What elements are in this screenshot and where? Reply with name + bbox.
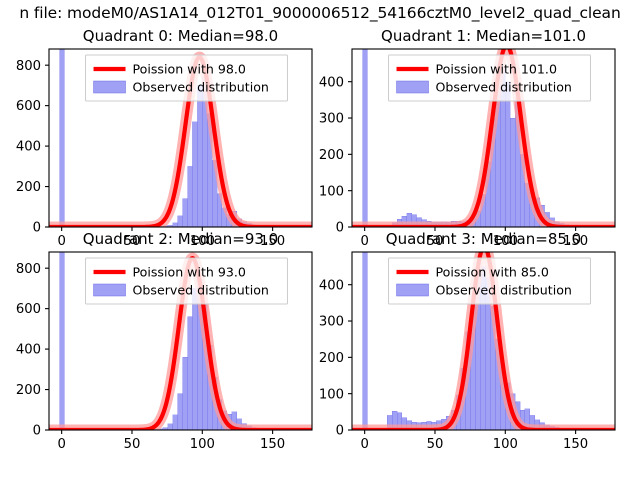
figure-suptitle: n file: modeM0/AS1A14_012T01_9000006512_… (19, 4, 620, 22)
subplot-title-quadrant-0: Quadrant 0: Median=98.0 (83, 27, 278, 45)
y-tick-label-quadrant-1: 100 (319, 184, 344, 199)
y-tick-label-quadrant-3: 300 (319, 315, 344, 330)
x-tick-label-quadrant-0: 0 (57, 234, 65, 249)
subplot-title-quadrant-1: Quadrant 1: Median=101.0 (381, 27, 586, 45)
subplot-title-quadrant-2: Quadrant 2: Median=93.0 (83, 230, 278, 248)
matplotlib-figure: n file: modeM0/AS1A14_012T01_9000006512_… (0, 0, 640, 480)
y-tick-label-quadrant-0: 400 (16, 140, 41, 155)
y-tick-label-quadrant-2: 600 (16, 302, 41, 317)
legend-swatch-observed-quadrant-3 (397, 284, 429, 296)
legend-quadrant-0: Poission with 98.0 Observed distribution (86, 55, 288, 101)
y-tick-label-quadrant-3: 0 (336, 424, 344, 439)
legend-label-observed-quadrant-2: Observed distribution (133, 283, 269, 298)
legend-swatch-observed-quadrant-0 (94, 81, 126, 93)
y-tick-label-quadrant-0: 600 (16, 99, 41, 114)
x-tick-label-quadrant-2: 50 (124, 437, 141, 452)
legend-label-observed-quadrant-3: Observed distribution (436, 283, 572, 298)
y-tick-label-quadrant-3: 400 (319, 278, 344, 293)
x-tick-label-quadrant-3: 150 (563, 437, 588, 452)
legend-label-observed-quadrant-0: Observed distribution (133, 80, 269, 95)
legend-quadrant-1: Poission with 101.0 Observed distribution (389, 55, 591, 101)
y-tick-label-quadrant-1: 200 (319, 148, 344, 163)
y-tick-label-quadrant-1: 400 (319, 75, 344, 90)
subplot-title-quadrant-3: Quadrant 3: Median=85.0 (386, 230, 581, 248)
legend-label-poisson-quadrant-2: Poission with 93.0 (133, 265, 246, 280)
x-tick-label-quadrant-2: 100 (190, 437, 215, 452)
legend-quadrant-2: Poission with 93.0 Observed distribution (86, 258, 288, 304)
legend-quadrant-3: Poission with 85.0 Observed distribution (389, 258, 591, 304)
y-tick-label-quadrant-2: 800 (16, 262, 41, 277)
y-tick-label-quadrant-2: 0 (33, 424, 41, 439)
legend-label-observed-quadrant-1: Observed distribution (436, 80, 572, 95)
y-tick-label-quadrant-1: 0 (336, 221, 344, 236)
legend-label-poisson-quadrant-0: Poission with 98.0 (133, 62, 246, 77)
y-tick-label-quadrant-2: 200 (16, 383, 41, 398)
x-tick-label-quadrant-3: 50 (427, 437, 444, 452)
y-tick-label-quadrant-1: 300 (319, 112, 344, 127)
y-tick-label-quadrant-2: 400 (16, 343, 41, 358)
x-tick-label-quadrant-2: 150 (260, 437, 285, 452)
legend-label-poisson-quadrant-3: Poission with 85.0 (436, 265, 549, 280)
x-tick-label-quadrant-2: 0 (57, 437, 65, 452)
y-tick-label-quadrant-0: 800 (16, 59, 41, 74)
y-tick-label-quadrant-0: 0 (33, 221, 41, 236)
y-tick-label-quadrant-3: 200 (319, 351, 344, 366)
x-tick-label-quadrant-3: 100 (493, 437, 518, 452)
x-tick-label-quadrant-3: 0 (360, 437, 368, 452)
y-tick-label-quadrant-3: 100 (319, 387, 344, 402)
x-tick-label-quadrant-1: 0 (360, 234, 368, 249)
y-tick-label-quadrant-0: 200 (16, 180, 41, 195)
legend-swatch-observed-quadrant-2 (94, 284, 126, 296)
legend-swatch-observed-quadrant-1 (397, 81, 429, 93)
legend-label-poisson-quadrant-1: Poission with 101.0 (436, 62, 557, 77)
